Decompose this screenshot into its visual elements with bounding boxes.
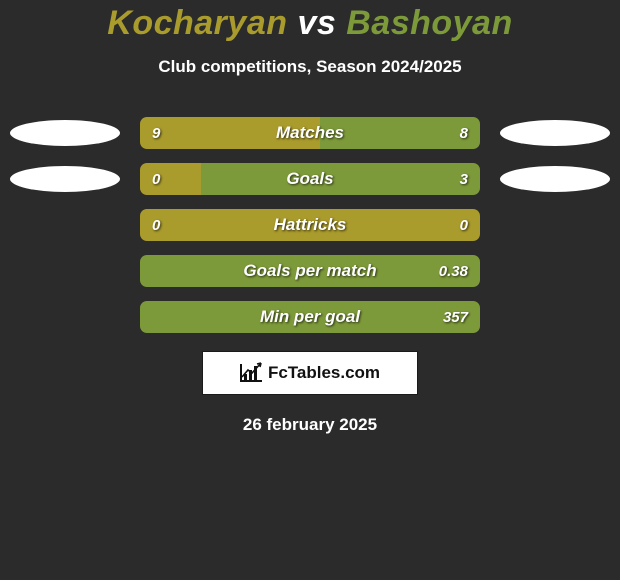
- spacer: [10, 258, 120, 284]
- stat-value-right: 8: [460, 117, 468, 149]
- player2-name: Bashoyan: [346, 4, 513, 42]
- stat-value-right: 0.38: [439, 255, 468, 287]
- stat-row: Goals0 3: [0, 163, 620, 195]
- player1-indicator-oval: [10, 120, 120, 146]
- comparison-widget: Kocharyan vs Bashoyan Club competitions,…: [0, 0, 620, 435]
- stat-value-right: 3: [460, 163, 468, 195]
- stat-bar: Matches9 8: [140, 117, 480, 149]
- stat-bar: Hattricks0 0: [140, 209, 480, 241]
- stat-value-left: 0: [152, 209, 160, 241]
- stat-label: Goals: [140, 163, 480, 195]
- chart-icon: [240, 364, 262, 382]
- spacer: [10, 212, 120, 238]
- stat-bar: Min per goal357: [140, 301, 480, 333]
- player2-indicator-oval: [500, 166, 610, 192]
- stat-bar: Goals0 3: [140, 163, 480, 195]
- stat-row: Hattricks0 0: [0, 209, 620, 241]
- stats-list: Matches98Goals03Hattricks00Goals per mat…: [0, 117, 620, 333]
- player1-name: Kocharyan: [107, 4, 287, 42]
- stat-label: Min per goal: [140, 301, 480, 333]
- stat-value-left: 0: [152, 163, 160, 195]
- stat-row: Matches9 8: [0, 117, 620, 149]
- spacer: [500, 258, 610, 284]
- stat-value-right: 0: [460, 209, 468, 241]
- stat-row: Goals per match0.38: [0, 255, 620, 287]
- spacer: [10, 304, 120, 330]
- logo-box[interactable]: FcTables.com: [202, 351, 418, 395]
- vs-label: vs: [297, 4, 336, 42]
- stat-label: Matches: [140, 117, 480, 149]
- spacer: [500, 212, 610, 238]
- subtitle: Club competitions, Season 2024/2025: [0, 57, 620, 77]
- stat-value-right: 357: [443, 301, 468, 333]
- stat-label: Goals per match: [140, 255, 480, 287]
- stat-bar: Goals per match0.38: [140, 255, 480, 287]
- stat-label: Hattricks: [140, 209, 480, 241]
- date-label: 26 february 2025: [0, 415, 620, 435]
- player1-indicator-oval: [10, 166, 120, 192]
- logo-text: FcTables.com: [268, 363, 380, 383]
- spacer: [500, 304, 610, 330]
- stat-value-left: 9: [152, 117, 160, 149]
- player2-indicator-oval: [500, 120, 610, 146]
- stat-row: Min per goal357: [0, 301, 620, 333]
- page-title: Kocharyan vs Bashoyan: [0, 4, 620, 43]
